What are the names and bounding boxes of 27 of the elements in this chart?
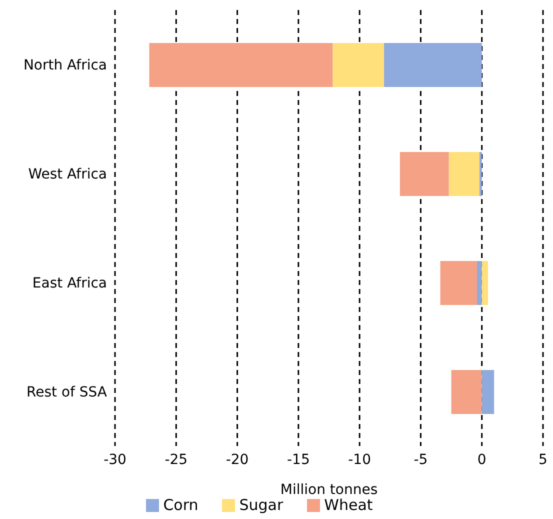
y-tick-label: Rest of SSA [26, 384, 108, 400]
bar [482, 370, 494, 414]
legend-label: Wheat [324, 496, 373, 514]
x-tick-label: -15 [286, 452, 310, 468]
y-tick-label: North Africa [23, 57, 107, 74]
x-tick-label: -25 [164, 452, 188, 468]
bar [440, 261, 477, 305]
x-tick-label: 5 [538, 452, 548, 468]
bar [482, 261, 488, 305]
bar [476, 261, 482, 305]
x-tick-label: -30 [104, 452, 126, 468]
bar [384, 43, 482, 87]
x-tick-label: -5 [414, 452, 428, 468]
bar [451, 370, 482, 414]
bar [149, 43, 333, 87]
legend-label: Corn [163, 496, 198, 514]
bar [400, 152, 449, 196]
bar [479, 152, 482, 196]
bar [448, 152, 480, 196]
y-tick-label: East Africa [32, 275, 107, 292]
legend-label: Sugar [239, 496, 284, 514]
x-tick-label: -20 [226, 452, 249, 468]
y-tick-label: West Africa [28, 166, 107, 182]
x-axis-title: Million tonnes [280, 482, 378, 498]
bar [332, 43, 384, 87]
x-tick-label: 0 [477, 452, 486, 468]
x-tick-label: -10 [348, 452, 372, 468]
